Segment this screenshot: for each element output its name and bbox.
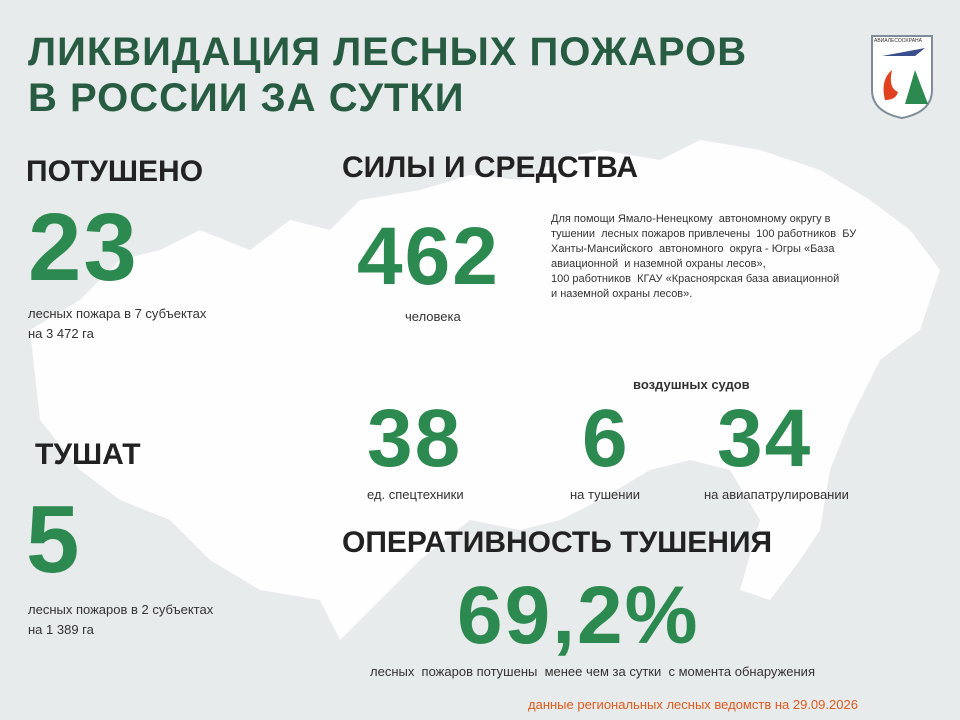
logo [871, 35, 933, 120]
group-label: воздушных судов [633, 377, 750, 392]
big-number: 462 [357, 211, 500, 302]
section-heading: ТУШАТ [35, 438, 141, 471]
caption: лесных пожаров потушены менее чем за сут… [370, 664, 815, 679]
note-line: авиационной и наземной охраны лесов», [551, 258, 766, 270]
big-number: 5 [26, 486, 82, 593]
big-number: 6 [582, 393, 630, 484]
caption: человека [405, 309, 461, 324]
caption: лесных пожара в 7 субъектах [28, 306, 207, 321]
section-heading: ПОТУШЕНО [26, 155, 204, 188]
big-number: 34 [717, 393, 813, 484]
logo-text: АВИАЛЕСООХРАНА [874, 38, 922, 44]
big-number: 69,2% [457, 570, 700, 661]
big-number: 38 [367, 393, 463, 484]
note: Для помощи Ямало-Ненецкому автономному о… [551, 212, 856, 302]
footer-source: данные региональных лесных ведомств на 2… [528, 697, 858, 712]
caption: на тушении [570, 487, 640, 502]
big-number: 23 [28, 194, 139, 301]
title: В РОССИИ ЗА СУТКИ [28, 76, 465, 120]
note-line: Ханты-Мансийского автономного округа - Ю… [551, 243, 835, 255]
caption: на 3 472 га [28, 326, 94, 341]
caption: на авиапатрулировании [704, 487, 849, 502]
section-heading: ОПЕРАТИВНОСТЬ ТУШЕНИЯ [342, 526, 773, 559]
russia-silhouette [30, 140, 940, 640]
note-line: Для помощи Ямало-Ненецкому автономному о… [551, 213, 831, 225]
note-line: 100 работников КГАУ «Красноярская база а… [551, 273, 840, 285]
caption: ед. спецтехники [367, 487, 464, 502]
title: ЛИКВИДАЦИЯ ЛЕСНЫХ ПОЖАРОВ [28, 30, 748, 74]
section-heading: СИЛЫ И СРЕДСТВА [342, 151, 639, 184]
note-line: и наземной охраны лесов». [551, 288, 693, 300]
caption: на 1 389 га [28, 622, 94, 637]
note-line: тушении лесных пожаров привлечены 100 ра… [551, 228, 857, 240]
caption: лесных пожаров в 2 субъектах [28, 602, 214, 617]
